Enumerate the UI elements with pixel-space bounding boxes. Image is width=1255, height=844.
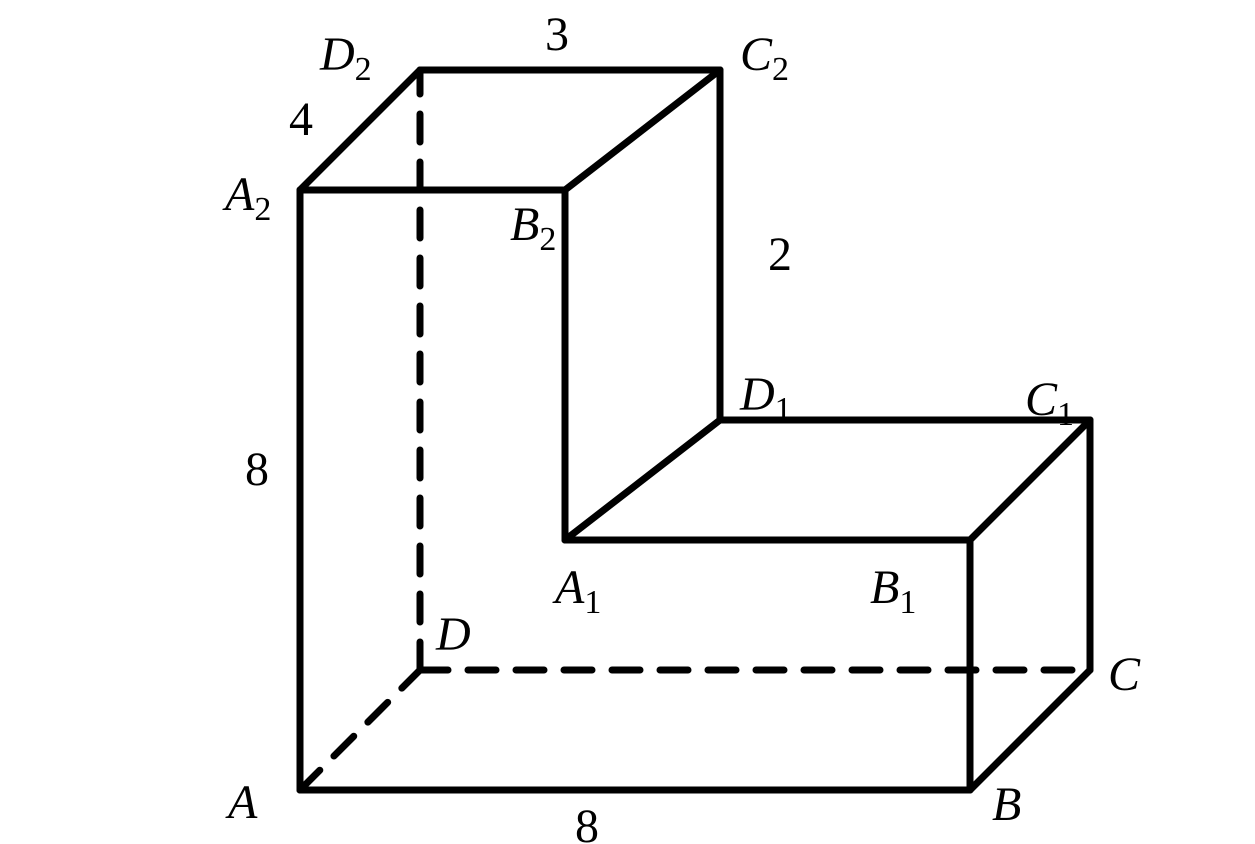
l-solid-diagram: A B C D A1 B1 C1 D1 A2 B2 C2 D2 3 4 2 8 8: [0, 0, 1255, 844]
vertex-label-B2: B2: [510, 198, 556, 258]
dimension-top_3: 3: [545, 8, 569, 61]
vertex-label-C1: C1: [1025, 373, 1074, 433]
vertex-label-D: D: [435, 608, 471, 661]
vertex-label-C2: C2: [740, 28, 789, 88]
vertex-label-C: C: [1108, 648, 1141, 701]
dimension-bottom_8: 8: [575, 800, 599, 844]
vertex-label-A: A: [225, 776, 258, 829]
vertex-label-A1: A1: [552, 561, 601, 621]
dimension-left_8: 8: [245, 443, 269, 496]
vertex-label-D2: D2: [319, 28, 372, 88]
dimension-top_4: 4: [289, 93, 313, 146]
dimension-right_2: 2: [768, 228, 792, 281]
vertex-label-A2: A2: [222, 168, 271, 228]
vertex-label-B1: B1: [870, 561, 916, 621]
vertex-label-D1: D1: [739, 368, 792, 428]
vertex-label-B: B: [992, 778, 1021, 831]
